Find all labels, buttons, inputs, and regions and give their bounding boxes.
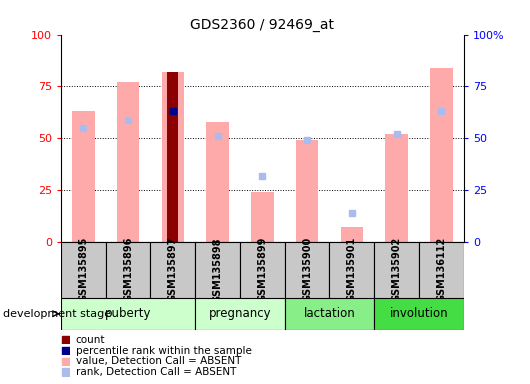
Bar (167, 72, 179, 242)
Bar (62, 368, 69, 376)
Text: development stage: development stage (3, 309, 111, 319)
Bar (61, 298, 195, 330)
Text: value, Detection Call = ABSENT: value, Detection Call = ABSENT (76, 356, 241, 366)
Text: GSM135895: GSM135895 (78, 237, 89, 303)
Bar (341, 227, 363, 242)
Text: GSM135899: GSM135899 (258, 237, 267, 303)
Bar (195, 298, 285, 330)
Bar (62, 347, 69, 354)
Bar (117, 82, 139, 242)
Text: GSM136112: GSM136112 (436, 237, 446, 302)
Bar (385, 134, 408, 242)
Text: GSM135900: GSM135900 (302, 237, 312, 302)
Bar (430, 68, 453, 242)
Text: pregnancy: pregnancy (209, 308, 271, 320)
Text: GSM135901: GSM135901 (347, 237, 357, 302)
Bar (105, 242, 151, 298)
Bar (296, 140, 319, 242)
Text: GSM135902: GSM135902 (392, 237, 402, 302)
Bar (374, 242, 419, 298)
Bar (195, 242, 240, 298)
Bar (374, 298, 464, 330)
Text: rank, Detection Call = ABSENT: rank, Detection Call = ABSENT (76, 367, 236, 377)
Bar (330, 242, 374, 298)
Bar (285, 298, 374, 330)
Text: involution: involution (390, 308, 448, 320)
Bar (419, 242, 464, 298)
Bar (72, 111, 94, 242)
Bar (151, 242, 195, 298)
Bar (251, 192, 273, 242)
Text: GSM135897: GSM135897 (168, 237, 178, 303)
Bar (285, 242, 330, 298)
Text: puberty: puberty (105, 308, 152, 320)
Text: percentile rank within the sample: percentile rank within the sample (76, 346, 252, 356)
Bar (162, 72, 184, 242)
Bar (62, 336, 69, 344)
Text: lactation: lactation (304, 308, 355, 320)
Bar (206, 122, 229, 242)
Bar (62, 358, 69, 365)
Bar (61, 242, 105, 298)
Text: GSM135896: GSM135896 (123, 237, 133, 303)
Text: GSM135898: GSM135898 (213, 237, 223, 303)
Text: count: count (76, 335, 105, 345)
Title: GDS2360 / 92469_at: GDS2360 / 92469_at (190, 18, 334, 32)
Bar (240, 242, 285, 298)
